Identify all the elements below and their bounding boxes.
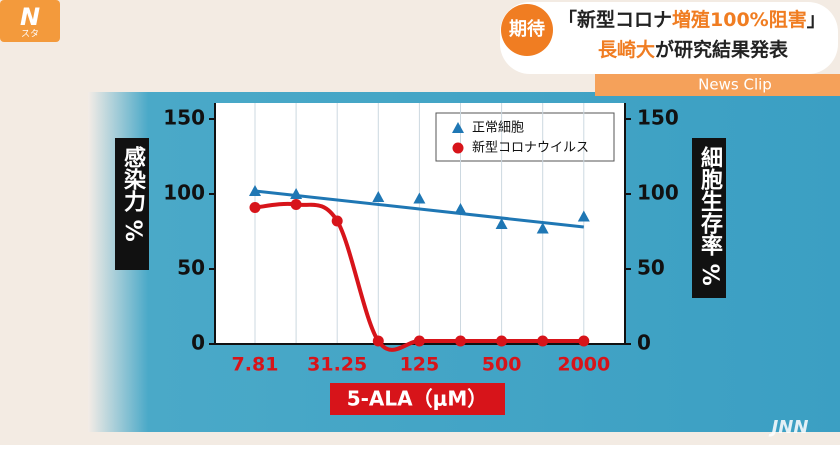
y-label-box [115,138,149,270]
y2-label: 細胞生存率 % [697,145,723,285]
marker [496,335,508,347]
marker [495,218,508,229]
x-tick-label: 7.81 [232,354,279,376]
legend [435,112,615,162]
marker [249,185,261,196]
headline-part: 「新型コロナ [558,8,672,31]
y-tick-label: 150 [163,106,205,130]
x-tick-label: 31.25 [307,354,367,376]
legend-label: 新型コロナウイルス [472,140,589,156]
network: JNN [769,417,809,438]
legend-label: 正常細胞 [472,121,524,136]
marker [455,335,466,347]
x-label: 5-ALA（μM） [347,387,488,411]
marker [577,210,590,222]
y2-tick-label: 150 [637,106,679,130]
headline: 「新型コロナ増殖100%阻害」 [558,8,826,31]
x-label-box [330,383,505,415]
logo: スタ [21,29,39,40]
headline-part: 増殖100%阻害 [672,8,807,31]
marker [290,188,303,199]
marker [249,202,261,213]
trendline [254,189,584,229]
headline-box [500,2,838,74]
legend-marker [452,122,464,133]
y-label: 感染力 % [120,145,146,241]
headline-part: 」 [807,9,826,31]
logo-box [0,0,60,42]
y-tick-label: 100 [163,181,205,205]
marker [578,335,590,347]
y2-tick-label: 100 [637,181,679,205]
x-tick-label: 2000 [557,354,610,376]
marker [454,203,467,214]
subline-part: 長崎大 [598,38,655,61]
tag-box [595,74,840,96]
marker [537,335,549,347]
logo-n: N [20,3,40,31]
subline: 長崎大が研究結果発表 [598,38,789,61]
marker [536,222,549,234]
y2-label-box [692,138,726,298]
tag: News Clip [698,76,772,94]
marker [290,199,302,210]
marker [372,335,384,347]
badge: 期待 [509,18,545,40]
y-tick-label: 50 [177,256,205,280]
badge-circle [501,4,553,56]
marker [331,215,343,227]
marker [413,335,425,347]
y2-tick-label: 50 [637,256,665,280]
x-tick-label: 125 [400,354,440,376]
y-tick-label: 0 [191,331,205,355]
x-tick-label: 500 [482,354,522,376]
marker [413,192,426,204]
y2-tick-label: 0 [637,331,651,355]
subline-part: が研究結果発表 [655,38,789,61]
marker [372,191,385,202]
legend-marker [452,142,464,154]
